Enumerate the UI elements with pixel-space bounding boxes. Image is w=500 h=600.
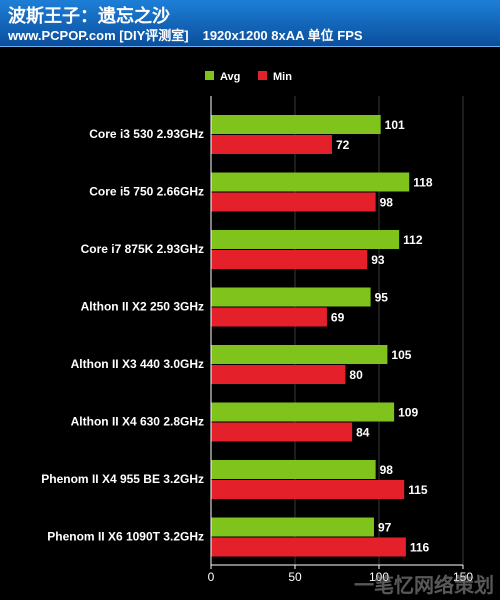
- x-tick-label: 0: [208, 570, 215, 584]
- value-label-min: 98: [380, 196, 394, 210]
- value-label-avg: 101: [385, 118, 405, 132]
- value-label-avg: 118: [413, 176, 433, 190]
- category-label: Althon II X2 250 3GHz: [81, 300, 204, 314]
- bar-avg: [211, 172, 410, 192]
- value-label-avg: 105: [391, 348, 411, 362]
- legend-swatch-avg: [205, 71, 214, 80]
- value-label-avg: 109: [398, 406, 418, 420]
- bar-avg: [211, 287, 371, 307]
- bar-min: [211, 307, 327, 327]
- value-label-min: 93: [371, 253, 385, 267]
- value-label-avg: 112: [403, 233, 423, 247]
- bar-avg: [211, 115, 381, 134]
- value-label-min: 72: [336, 138, 350, 152]
- category-label: Core i5 750 2.66GHz: [89, 185, 204, 199]
- bar-min: [211, 537, 406, 557]
- chart-header: 波斯王子：遗忘之沙 www.PCPOP.com [DIY评测室] 1920x120…: [0, 0, 500, 47]
- legend-label-min: Min: [273, 71, 292, 83]
- bar-min: [211, 135, 332, 154]
- category-label: Althon II X4 630 2.8GHz: [71, 415, 204, 429]
- value-label-avg: 98: [380, 463, 394, 477]
- category-label: Phenom II X6 1090T 3.2GHz: [47, 530, 204, 544]
- value-label-min: 80: [349, 368, 363, 382]
- header-subtitle: www.PCPOP.com [DIY评测室] 1920x1200 8xAA 单位 …: [8, 25, 363, 44]
- bar-min: [211, 365, 346, 384]
- legend-swatch-min: [258, 71, 267, 80]
- site-label: www.PCPOP.com [DIY评测室]: [8, 28, 189, 43]
- bar-min: [211, 480, 405, 499]
- bar-avg: [211, 517, 374, 537]
- bar-min: [211, 192, 376, 212]
- x-tick-label: 50: [288, 570, 302, 584]
- value-label-min: 115: [408, 483, 428, 497]
- page-title: 波斯王子：遗忘之沙: [8, 6, 170, 27]
- bar-avg: [211, 345, 388, 364]
- bar-chart: Avg Min Core i3 530 2.93GHz 101 72 Core i5 75…: [41, 71, 473, 584]
- value-label-min: 116: [410, 541, 430, 555]
- bar-avg: [211, 230, 400, 249]
- x-tick-label: 100: [369, 570, 389, 584]
- legend-label-avg: Avg: [220, 71, 240, 83]
- value-label-avg: 97: [378, 521, 392, 535]
- value-label-min: 69: [331, 311, 345, 325]
- bar-avg: [211, 402, 395, 422]
- category-label: Phenom II X4 955 BE 3.2GHz: [41, 472, 204, 486]
- test-settings-label: 1920x1200 8xAA 单位 FPS: [202, 28, 363, 43]
- category-label: Core i7 875K 2.93GHz: [81, 242, 204, 256]
- category-label: Core i3 530 2.93GHz: [89, 127, 204, 141]
- bar-min: [211, 250, 368, 269]
- watermark: 一笔忆网络策划: [354, 573, 494, 597]
- bar-min: [211, 422, 353, 442]
- value-label-min: 84: [356, 426, 370, 440]
- x-tick-label: 150: [453, 570, 473, 584]
- bar-avg: [211, 460, 376, 479]
- category-label: Althon II X3 440 3.0GHz: [71, 357, 204, 371]
- value-label-avg: 95: [375, 291, 389, 305]
